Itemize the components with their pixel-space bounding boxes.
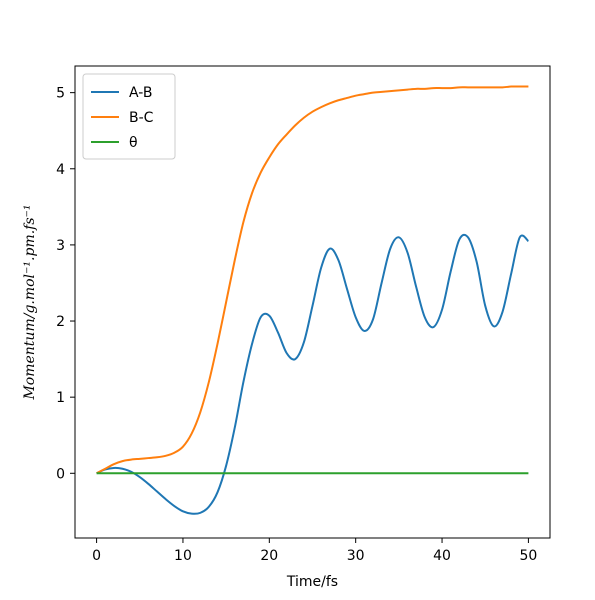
x-axis: 0 10 20 30 40 50 (92, 538, 537, 564)
plot-frame (74, 65, 551, 539)
x-tick-label: 30 (347, 548, 365, 564)
legend: A-B B-C θ (82, 73, 176, 160)
x-tick-label: 0 (92, 548, 101, 564)
x-axis-title: Time/fs (286, 574, 338, 590)
y-axis-title: Momentum/g.mol⁻¹.pm.fs⁻¹ (22, 204, 38, 400)
series-line-2 (96, 85, 529, 475)
y-tick-label: 2 (56, 314, 65, 330)
y-tick-label: 5 (56, 86, 65, 102)
x-tick-label: 20 (260, 548, 278, 564)
x-tick-label: 10 (174, 548, 192, 564)
y-axis: 0 1 2 3 4 5 (56, 86, 75, 482)
legend-box (82, 73, 176, 160)
plot-lines (96, 85, 530, 515)
x-tick-label: 40 (433, 548, 451, 564)
series-line-1 (96, 233, 530, 515)
legend-label: A-B (129, 85, 152, 101)
legend-label: B-C (129, 110, 154, 126)
y-tick-label: 4 (56, 162, 65, 178)
legend-label: θ (129, 135, 138, 151)
y-tick-label: 3 (56, 238, 65, 254)
y-tick-label: 1 (56, 390, 65, 406)
y-tick-label: 0 (56, 466, 65, 482)
x-tick-label: 50 (519, 548, 537, 564)
